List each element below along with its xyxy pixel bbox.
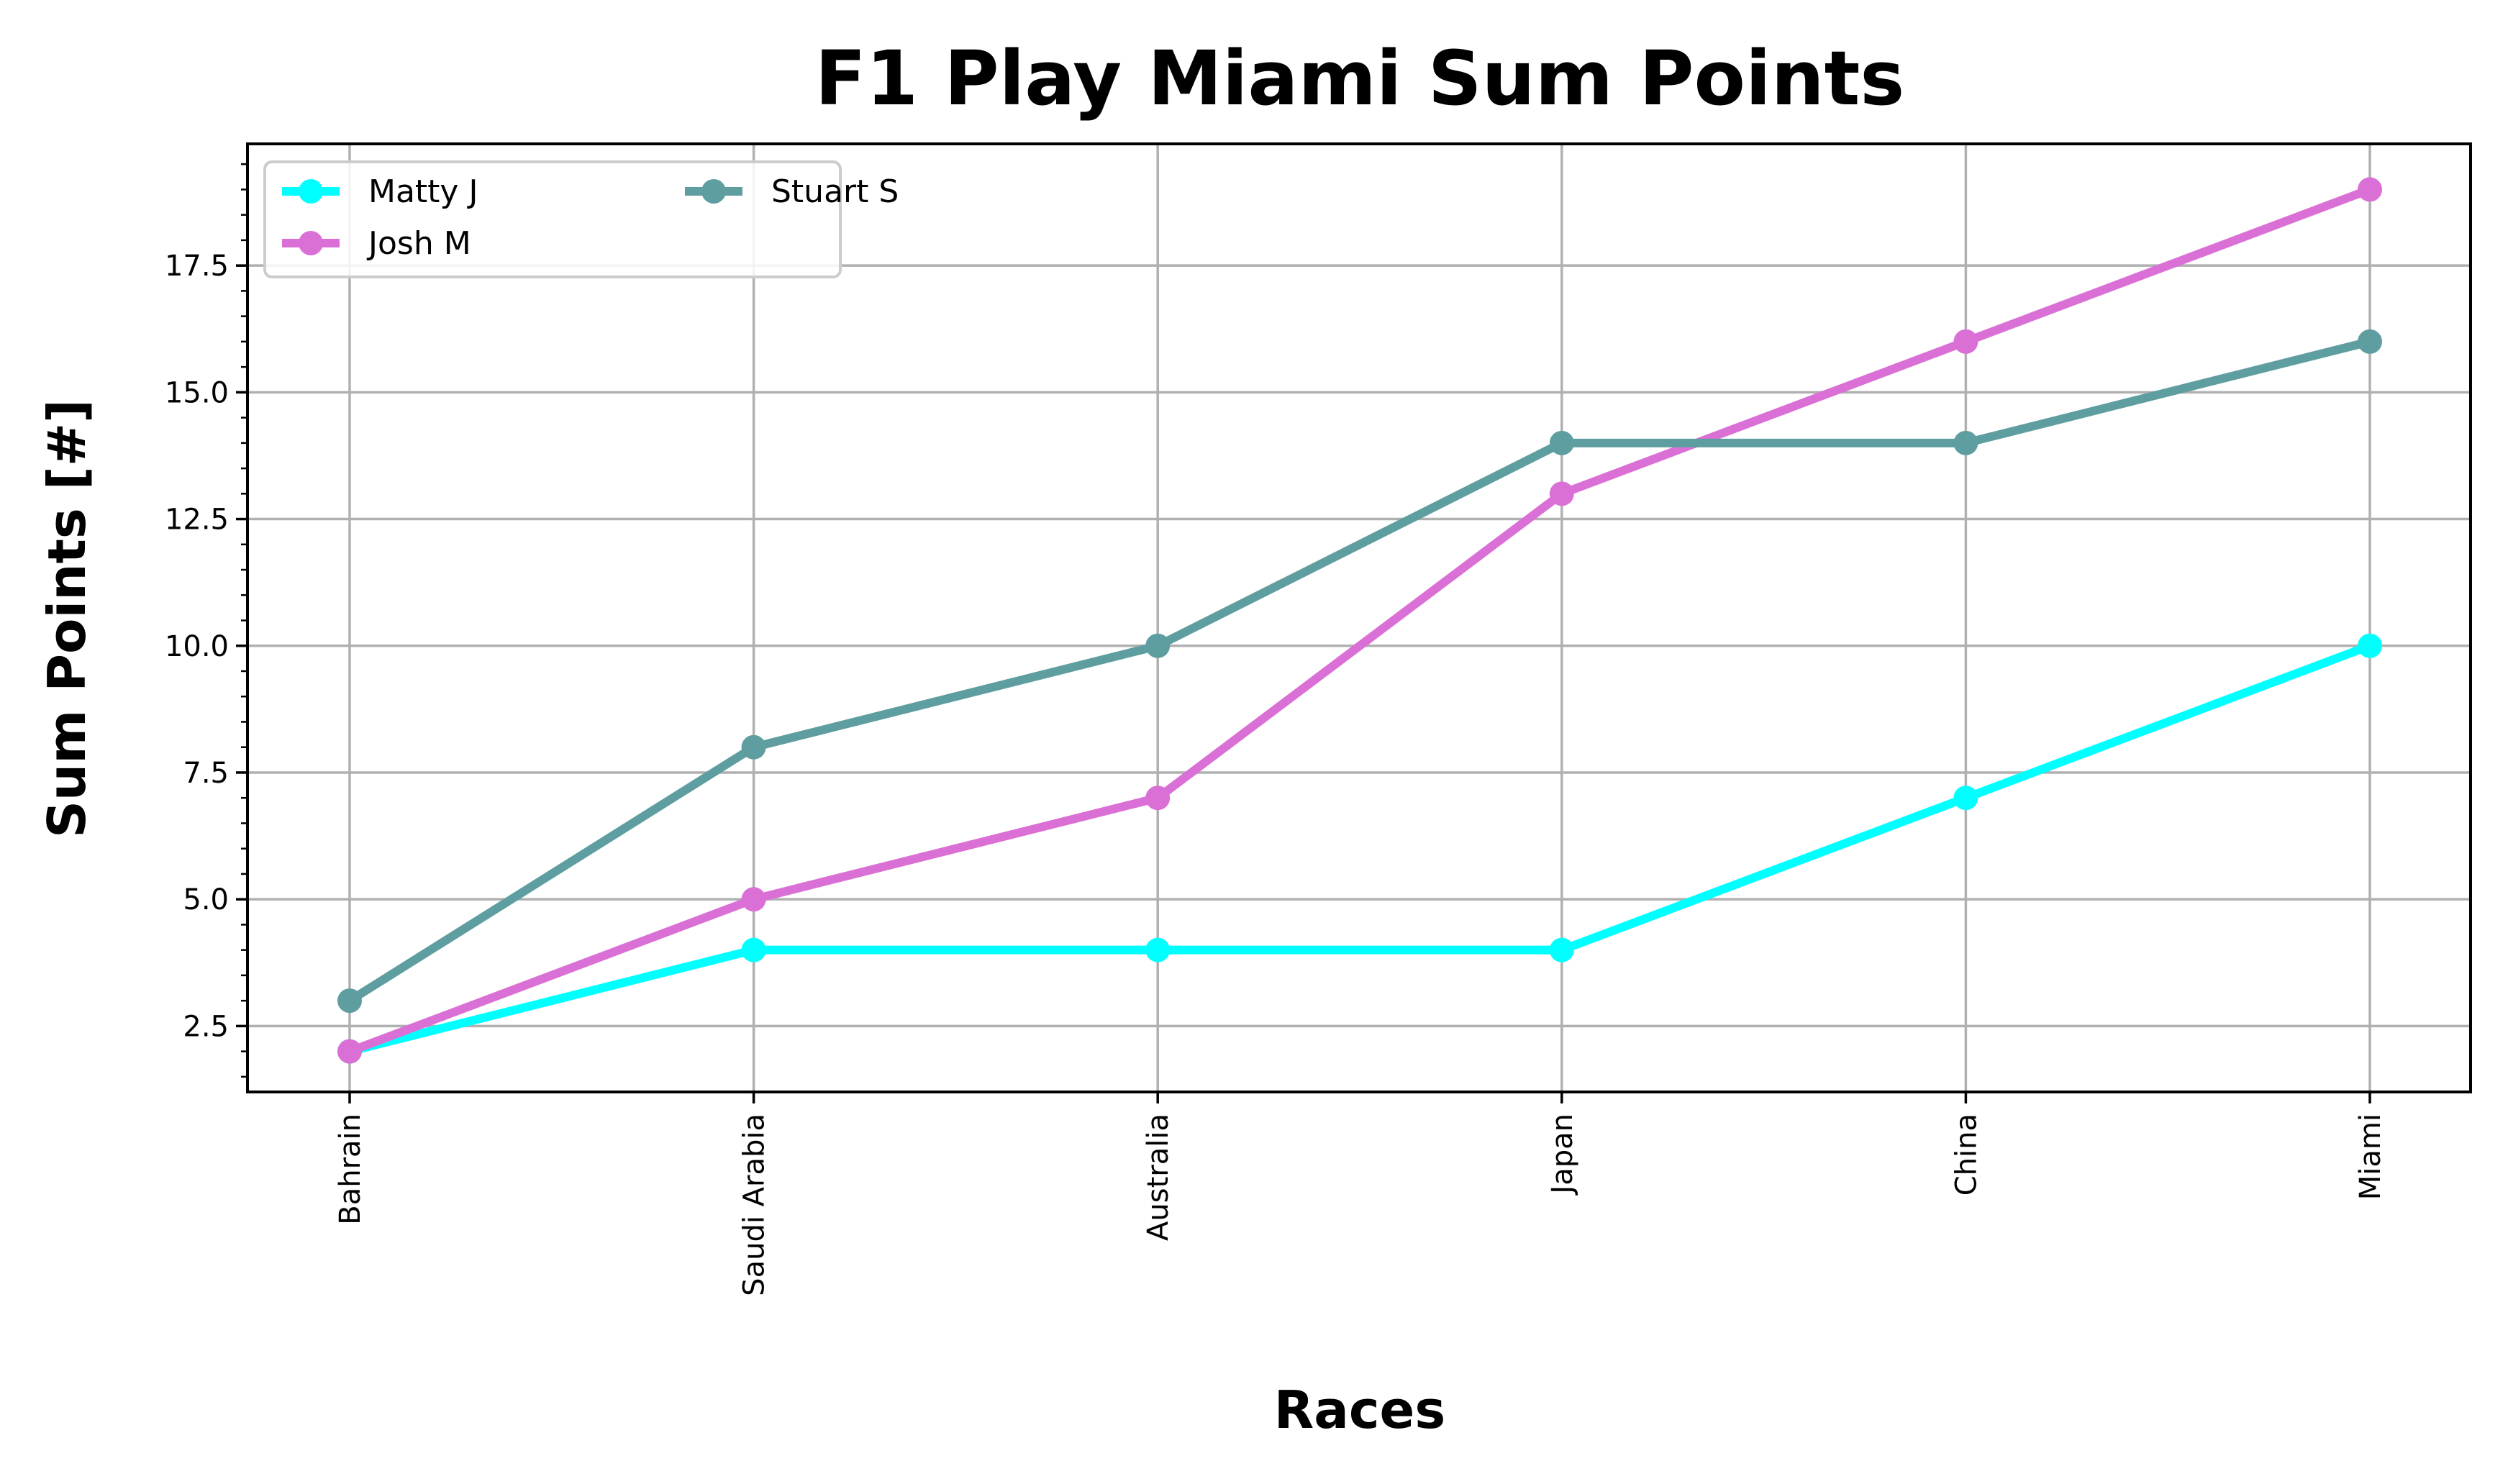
data-point [1953, 329, 1978, 354]
data-point [741, 734, 766, 760]
series-layer [337, 177, 2382, 1064]
legend-swatch-marker [299, 231, 323, 255]
data-point [1549, 481, 1574, 506]
y-tick-label: 7.5 [183, 757, 229, 790]
data-point [741, 937, 766, 962]
data-point [1549, 937, 1574, 962]
data-point [2358, 329, 2382, 354]
series-line [345, 337, 2374, 1006]
legend-swatch-marker [701, 179, 726, 204]
x-tick-label: Saudi Arabia [738, 1114, 771, 1296]
series-line [345, 641, 2374, 1056]
x-tick-label: Miami [2354, 1114, 2387, 1200]
legend: Matty J Josh M Stuart S [263, 160, 899, 278]
x-tick-label: Australia [1142, 1114, 1175, 1241]
y-axis-label: Sum Points [#] [37, 399, 97, 838]
y-tick-label: 12.5 [165, 504, 229, 537]
data-point [337, 988, 362, 1014]
axis-ticks: Bahrain Saudi Arabia Australia Japan China Mi… [165, 163, 2387, 1296]
data-point [2358, 177, 2382, 202]
data-point [1145, 786, 1171, 811]
y-tick-label: 15.0 [165, 376, 229, 409]
legend-box [263, 160, 842, 278]
legend-label: Matty J [368, 173, 478, 210]
chart-title: F1 Play Miami Sum Points [815, 35, 1905, 122]
legend-swatch-marker [299, 179, 323, 204]
y-tick-label: 2.5 [183, 1010, 229, 1043]
data-point [1549, 430, 1574, 455]
x-tick-label: Bahrain [334, 1114, 367, 1225]
data-point [1145, 937, 1171, 962]
data-point [741, 887, 766, 912]
y-tick-label: 5.0 [183, 883, 229, 916]
x-tick-label: China [1950, 1114, 1983, 1196]
y-tick-label: 10.0 [165, 630, 229, 663]
series-line [345, 185, 2374, 1056]
data-point [2358, 633, 2382, 658]
legend-label: Stuart S [771, 173, 899, 210]
data-point [1953, 430, 1978, 455]
data-point [337, 1039, 362, 1064]
x-axis-label: Races [1274, 1380, 1445, 1440]
data-point [1145, 633, 1171, 658]
x-tick-label: Japan [1546, 1114, 1579, 1196]
plot-frame [246, 142, 2472, 1093]
y-tick-label: 17.5 [165, 250, 229, 283]
legend-label: Josh M [366, 225, 471, 262]
data-point [1953, 786, 1978, 811]
